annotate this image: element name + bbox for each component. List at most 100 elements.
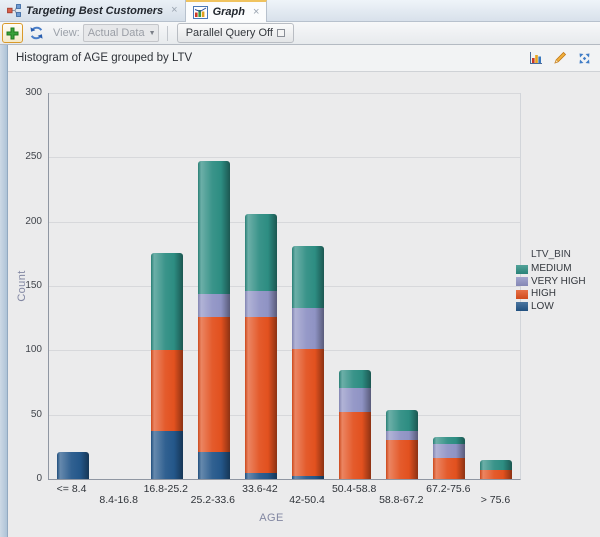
refresh-button[interactable] xyxy=(26,23,47,43)
y-axis-tick-label: 150 xyxy=(25,280,42,291)
bar-segment-high[interactable] xyxy=(244,316,277,473)
y-axis-title: Count xyxy=(16,270,28,302)
bar-segment-medium[interactable] xyxy=(480,459,513,470)
parallel-query-indicator-icon xyxy=(276,29,285,37)
bar-segment-medium[interactable] xyxy=(386,409,419,432)
bar-67.2-75.6[interactable] xyxy=(433,436,466,479)
legend-label: LOW xyxy=(531,300,554,312)
bar-segment-very-high[interactable] xyxy=(386,431,419,441)
view-select-value: Actual Data xyxy=(87,27,145,39)
gridline xyxy=(49,286,520,287)
bar-50.4-58.8[interactable] xyxy=(339,369,372,479)
graph-panel-header: Histogram of AGE grouped by LTV xyxy=(8,45,600,72)
y-axis-tick-label: 50 xyxy=(30,408,42,420)
legend-item-high: HIGH xyxy=(516,288,586,301)
x-axis-tick-label: 33.6-42 xyxy=(242,483,278,495)
y-axis-tick-label: 300 xyxy=(25,87,42,98)
x-axis-tick-label: 16.8-25.2 xyxy=(143,483,188,495)
chart-canvas: 0 50 100 150 200 250 300 <= 8.4 8.4-16.8 16.8-25.… xyxy=(8,73,600,537)
plot-area xyxy=(48,93,521,480)
x-axis-tick-label: 8.4-16.8 xyxy=(99,494,138,506)
legend-label: HIGH xyxy=(531,288,556,300)
bar-segment-low[interactable] xyxy=(56,451,89,479)
view-label: View: xyxy=(53,27,80,39)
x-axis-tick-label: 67.2-75.6 xyxy=(426,483,471,495)
toolbar: View: Actual Data ▼ Parallel Query Off xyxy=(0,22,600,45)
legend-swatch-icon xyxy=(516,289,528,299)
bar-segment-high[interactable] xyxy=(339,412,372,479)
legend: LTV_BIN MEDIUM VERY HIGH HIGH LOW xyxy=(516,249,586,313)
tab-label: Graph xyxy=(212,6,245,18)
bar-segment-medium[interactable] xyxy=(244,213,277,292)
bar-segment-very-high[interactable] xyxy=(197,293,230,317)
bar-segment-very-high[interactable] xyxy=(339,387,372,413)
bar-16.8-25.2[interactable] xyxy=(150,252,183,479)
chart-type-icon[interactable] xyxy=(528,50,544,66)
gridline xyxy=(49,157,520,159)
gridline xyxy=(49,414,520,416)
bar-segment-high[interactable] xyxy=(386,440,419,479)
y-axis-tick-label: 200 xyxy=(25,215,42,227)
bar-segment-high[interactable] xyxy=(433,458,466,479)
bar-58.8-67.2[interactable] xyxy=(386,409,419,479)
tab-graph[interactable]: Graph × xyxy=(185,0,268,22)
splitter-handle[interactable] xyxy=(0,45,8,537)
x-axis-tick-label: 58.8-67.2 xyxy=(379,494,424,506)
legend-label: MEDIUM xyxy=(531,263,572,275)
bar-segment-very-high[interactable] xyxy=(433,444,466,459)
legend-swatch-icon xyxy=(516,277,528,287)
pencil-icon[interactable] xyxy=(552,50,568,66)
view-select[interactable]: Actual Data ▼ xyxy=(82,24,159,42)
x-axis-tick-label: 50.4-58.8 xyxy=(331,483,377,495)
x-axis-title: AGE xyxy=(259,512,284,524)
bar-42-50.4[interactable] xyxy=(292,246,325,479)
bar-25.2-33.6[interactable] xyxy=(197,161,230,479)
parallel-query-label: Parallel Query Off xyxy=(185,27,273,39)
add-graph-button[interactable] xyxy=(2,23,23,43)
toolbar-separator xyxy=(166,25,168,41)
bar-segment-medium[interactable] xyxy=(433,436,466,445)
refresh-icon xyxy=(28,25,45,41)
y-axis-tick-label: 250 xyxy=(25,151,42,163)
tab-bar: Targeting Best Customers × Graph × xyxy=(0,0,600,22)
tab-targeting-best-customers[interactable]: Targeting Best Customers × xyxy=(0,0,186,21)
bar-segment-high[interactable] xyxy=(480,469,513,479)
panel-header-icons xyxy=(528,50,592,66)
legend-item-low: LOW xyxy=(516,301,586,314)
parallel-query-button[interactable]: Parallel Query Off xyxy=(176,23,294,43)
x-axis-tick-label: > 75.6 xyxy=(480,494,511,506)
add-plus-icon xyxy=(6,27,19,40)
graph-panel-body: Histogram of AGE grouped by LTV xyxy=(8,45,600,537)
bar-segment-medium[interactable] xyxy=(150,252,183,351)
bar-segment-low[interactable] xyxy=(150,431,183,479)
bar-segment-high[interactable] xyxy=(197,316,230,452)
gridline xyxy=(49,93,520,94)
bar-segment-high[interactable] xyxy=(150,350,183,432)
y-axis-tick-label: 100 xyxy=(25,344,42,356)
bar-segment-high[interactable] xyxy=(292,349,325,477)
x-axis-tick-label: 42-50.4 xyxy=(289,494,325,506)
bar-segment-low[interactable] xyxy=(244,472,277,479)
bar-segment-very-high[interactable] xyxy=(292,307,325,350)
x-axis-tick-label: 25.2-33.6 xyxy=(190,494,236,506)
graph-panel: Histogram of AGE grouped by LTV xyxy=(0,45,600,537)
bar->-75.6[interactable] xyxy=(480,459,513,479)
bar-segment-medium[interactable] xyxy=(292,246,325,308)
chevron-down-icon: ▼ xyxy=(148,29,156,37)
x-axis-tick-label: <= 8.4 xyxy=(56,483,87,495)
legend-title: LTV_BIN xyxy=(531,249,571,260)
bar-segment-medium[interactable] xyxy=(339,369,372,388)
detach-icon[interactable] xyxy=(576,50,592,66)
bar-segment-low[interactable] xyxy=(292,476,325,479)
close-icon[interactable]: × xyxy=(171,4,178,16)
gridline xyxy=(49,350,520,352)
bar-segment-very-high[interactable] xyxy=(244,291,277,317)
bar-33.6-42[interactable] xyxy=(244,213,277,479)
bar-segment-low[interactable] xyxy=(197,451,230,479)
chart-icon xyxy=(192,5,208,19)
y-axis-tick-label: 0 xyxy=(36,473,42,484)
bar-<=-8.4[interactable] xyxy=(56,451,89,479)
close-icon[interactable]: × xyxy=(252,5,260,18)
bar-segment-medium[interactable] xyxy=(197,161,230,294)
legend-label: VERY HIGH xyxy=(531,275,586,287)
